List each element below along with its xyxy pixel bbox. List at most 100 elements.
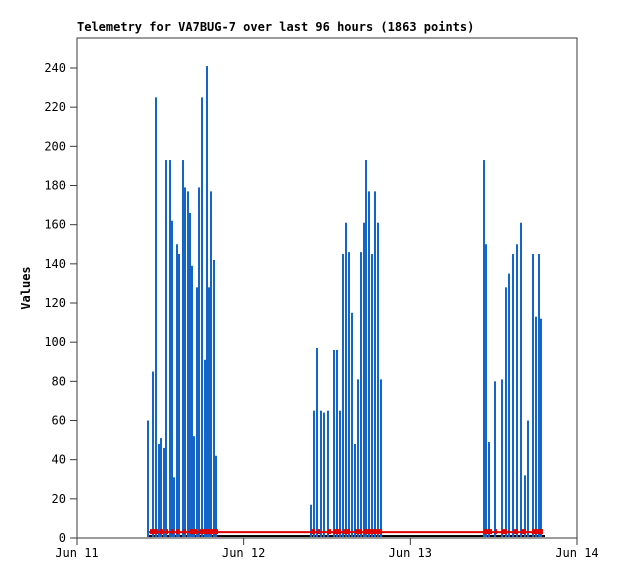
value-spike — [371, 254, 374, 537]
value-spike — [171, 220, 174, 537]
value-spike — [323, 412, 326, 537]
red-baseline-thick-segment — [190, 529, 198, 535]
value-spike — [182, 160, 185, 537]
red-baseline-thick-segment — [183, 529, 187, 535]
value-spike — [158, 444, 161, 537]
value-spike — [524, 475, 527, 537]
value-spike — [380, 379, 383, 537]
value-spike — [176, 244, 179, 537]
value-spike — [198, 187, 201, 538]
value-spike — [377, 222, 380, 538]
value-spike — [368, 191, 371, 537]
y-tick-label: 200 — [44, 139, 66, 153]
chart-title: Telemetry for VA7BUG-7 over last 96 hour… — [77, 20, 474, 34]
x-tick-label: Jun 13 — [389, 546, 432, 560]
red-baseline-thick-segment — [355, 529, 363, 535]
y-tick-label: 120 — [44, 296, 66, 310]
red-baseline-thick-segment — [495, 529, 498, 535]
value-spike — [374, 191, 377, 537]
value-spike — [193, 436, 196, 537]
value-spike — [351, 312, 354, 537]
y-tick-label: 20 — [52, 492, 66, 506]
value-spike — [147, 420, 150, 537]
red-baseline-thick-segment — [171, 529, 175, 535]
value-spike — [348, 252, 351, 538]
red-baseline-thick-segment — [521, 529, 527, 535]
value-spike — [169, 160, 172, 537]
red-baseline-thick-segment — [199, 529, 219, 535]
red-baseline-thick-segment — [328, 529, 332, 535]
value-spike — [152, 371, 155, 537]
value-spike — [363, 222, 366, 538]
value-spike — [327, 410, 330, 537]
value-spike — [508, 273, 511, 537]
y-tick-label: 40 — [52, 453, 66, 467]
red-baseline-thick-segment — [150, 529, 159, 535]
value-spike — [538, 254, 541, 537]
value-spike — [208, 287, 211, 537]
value-spike — [204, 359, 207, 537]
value-spike — [201, 97, 204, 537]
red-baseline-thick-segment — [311, 529, 316, 535]
red-baseline-thick-segment — [334, 529, 342, 535]
y-tick-label: 100 — [44, 335, 66, 349]
y-tick-label: 140 — [44, 257, 66, 271]
x-tick-label: Jun 11 — [55, 546, 98, 560]
blue-impulse-series — [147, 66, 543, 538]
red-baseline-thick-segment — [484, 529, 493, 535]
value-spike — [342, 254, 345, 537]
value-spike — [494, 381, 497, 537]
red-baseline-thick-segment — [502, 529, 508, 535]
value-spike — [196, 287, 199, 537]
x-tick-label: Jun 14 — [555, 546, 598, 560]
value-spike — [184, 187, 187, 538]
value-spike — [540, 318, 543, 537]
value-spike — [365, 160, 368, 537]
plot-area-border — [76, 37, 578, 539]
value-spike — [532, 254, 535, 537]
value-spike — [313, 410, 316, 537]
value-spike — [320, 410, 323, 537]
y-tick-label: 220 — [44, 100, 66, 114]
red-baseline-thick-segment — [532, 529, 544, 535]
value-spike — [516, 244, 519, 537]
value-spike — [215, 455, 218, 537]
value-spike — [483, 160, 486, 537]
x-tick-label: Jun 12 — [222, 546, 265, 560]
value-spike — [345, 222, 348, 538]
red-baseline-thick-segment — [176, 529, 180, 535]
red-baseline-thick-segment — [166, 529, 169, 535]
y-tick-label: 160 — [44, 218, 66, 232]
red-baseline-thick-segment — [343, 529, 351, 535]
value-spike — [173, 477, 176, 537]
value-spike — [527, 420, 530, 537]
y-tick-label: 180 — [44, 179, 66, 193]
value-spike — [163, 447, 166, 537]
value-spike — [512, 254, 515, 537]
y-axis-ticks: 0 20 40 60 80 100 120 140 160 180 200 220 240 — [44, 61, 77, 545]
value-spike — [535, 316, 538, 537]
value-spike — [505, 287, 508, 537]
value-spike — [501, 379, 504, 537]
y-tick-label: 240 — [44, 61, 66, 75]
value-spike — [189, 212, 192, 537]
value-spike — [187, 191, 190, 537]
value-spike — [333, 350, 336, 537]
value-spike — [336, 350, 339, 537]
value-spike — [488, 442, 491, 537]
value-spike — [160, 438, 163, 537]
value-spike — [310, 504, 313, 537]
value-spike — [213, 259, 216, 537]
value-spike — [155, 97, 158, 537]
value-spike — [316, 348, 319, 537]
value-spike — [357, 379, 360, 537]
red-baseline-thick-segment — [364, 529, 383, 535]
y-tick-label: 0 — [59, 531, 66, 545]
value-spike — [178, 254, 181, 537]
value-spike — [165, 160, 168, 537]
value-spike — [191, 265, 194, 537]
y-tick-label: 60 — [52, 414, 66, 428]
red-baseline-thick-segment — [317, 529, 321, 535]
value-spike — [206, 66, 209, 538]
